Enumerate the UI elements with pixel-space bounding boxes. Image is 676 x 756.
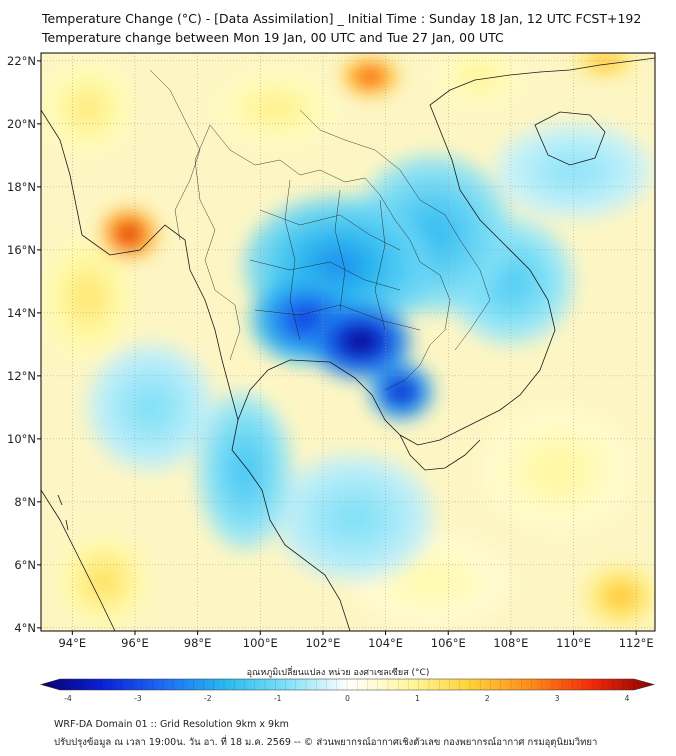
- anomaly-blob: [232, 450, 257, 491]
- colorbar-tick-label: 2: [485, 694, 490, 703]
- map-area: [41, 53, 655, 631]
- lat-tick-label: 14°N: [7, 306, 36, 320]
- hainan-coastline: [534, 111, 606, 166]
- lon-tick-label: 106°E: [431, 636, 466, 650]
- anomaly-blob: [334, 501, 374, 534]
- lon-tick-label: 100°E: [243, 636, 278, 650]
- anomaly-blob: [121, 227, 136, 241]
- colorbar-tick-label: 0: [345, 694, 350, 703]
- anomaly-blob: [348, 331, 374, 351]
- lat-tick-label: 12°N: [7, 369, 36, 383]
- colorbar: -4 -3 -2 -1 0 1 2 3 4: [39, 678, 656, 703]
- longitude-axis: 94°E 96°E 98°E 100°E 102°E 104°E 106°E 108°E 110…: [58, 631, 654, 650]
- coastlines: [41, 57, 655, 631]
- anomaly-blob: [134, 391, 167, 424]
- andaman-islands: [57, 494, 69, 531]
- lat-tick-label: 16°N: [7, 243, 36, 257]
- lat-tick-label: 10°N: [7, 432, 36, 446]
- lat-tick-label: 18°N: [7, 180, 36, 194]
- lat-tick-label: 8°N: [14, 495, 36, 509]
- anomaly-blob: [553, 159, 594, 183]
- colorbar-tick-label: 1: [415, 694, 420, 703]
- lat-tick-label: 20°N: [7, 117, 36, 131]
- thailand-border: [194, 124, 451, 391]
- colorbar-ticks: -4 -3 -2 -1 0 1 2 3 4: [59, 679, 635, 703]
- footer-model-info: WRF-DA Domain 01 :: Grid Resolution 9km …: [54, 719, 289, 730]
- anomaly-blob: [76, 96, 100, 120]
- chart-title: Temperature Change (°C) - [Data Assimila…: [42, 11, 642, 26]
- lon-tick-label: 102°E: [305, 636, 340, 650]
- lat-tick-label: 4°N: [14, 621, 36, 635]
- anomaly-blob: [467, 68, 492, 85]
- anomaly-blob: [91, 568, 116, 593]
- lon-tick-label: 94°E: [58, 636, 86, 650]
- anomaly-blob: [597, 56, 613, 65]
- map-frame: [40, 52, 656, 632]
- anomaly-blob: [413, 568, 453, 593]
- latitude-axis: 22°N 20°N 18°N 16°N 14°N 12°N 10°N 8°N 6°N 4°N: [7, 54, 41, 635]
- colorbar-tick-label: 4: [625, 694, 630, 703]
- chart-subtitle: Temperature change between Mon 19 Jan, 0…: [42, 30, 504, 45]
- lon-tick-label: 108°E: [493, 636, 528, 650]
- lat-tick-label: 22°N: [7, 54, 36, 68]
- colorbar-tick-label: -2: [204, 694, 212, 703]
- mainland-coastline: [41, 109, 351, 631]
- province-borders: [149, 69, 491, 391]
- colorbar-tick-label: 3: [555, 694, 560, 703]
- anomaly-blob: [293, 308, 322, 331]
- colorbar-title: อุณหภูมิเปลี่ยนแปลง หน่วย องศาเซลเซียส (…: [246, 668, 430, 678]
- lon-tick-label: 112°E: [619, 636, 654, 650]
- vietnam-south-coastline: [399, 434, 481, 471]
- lat-tick-label: 6°N: [14, 558, 36, 572]
- colorbar-gradient: [39, 678, 656, 691]
- anomaly-blob: [315, 248, 363, 283]
- anomaly-blob: [76, 281, 100, 313]
- anomaly-blob: [611, 588, 630, 605]
- temperature-field: [41, 53, 655, 628]
- anomaly-blob: [362, 71, 377, 82]
- lon-tick-label: 98°E: [184, 636, 212, 650]
- interior-borders-2: [284, 179, 386, 341]
- colorbar-tick-label: -3: [134, 694, 142, 703]
- map-gridlines: [41, 53, 655, 631]
- laos-vietnam-border: [299, 109, 491, 351]
- anomaly-blob: [538, 454, 578, 487]
- lon-tick-label: 110°E: [556, 636, 591, 650]
- lon-tick-label: 96°E: [121, 636, 149, 650]
- myanmar-border: [149, 69, 201, 241]
- gulf-coastline: [237, 57, 655, 446]
- anomaly-blob: [393, 384, 410, 399]
- colorbar-tick-label: -4: [64, 694, 72, 703]
- footer-credit: ปรับปรุงข้อมูล ณ เวลา 19:00น. วัน อา. ที…: [54, 737, 598, 748]
- anomaly-blob: [260, 98, 292, 118]
- lon-tick-label: 104°E: [368, 636, 403, 650]
- colorbar-tick-label: -1: [274, 694, 282, 703]
